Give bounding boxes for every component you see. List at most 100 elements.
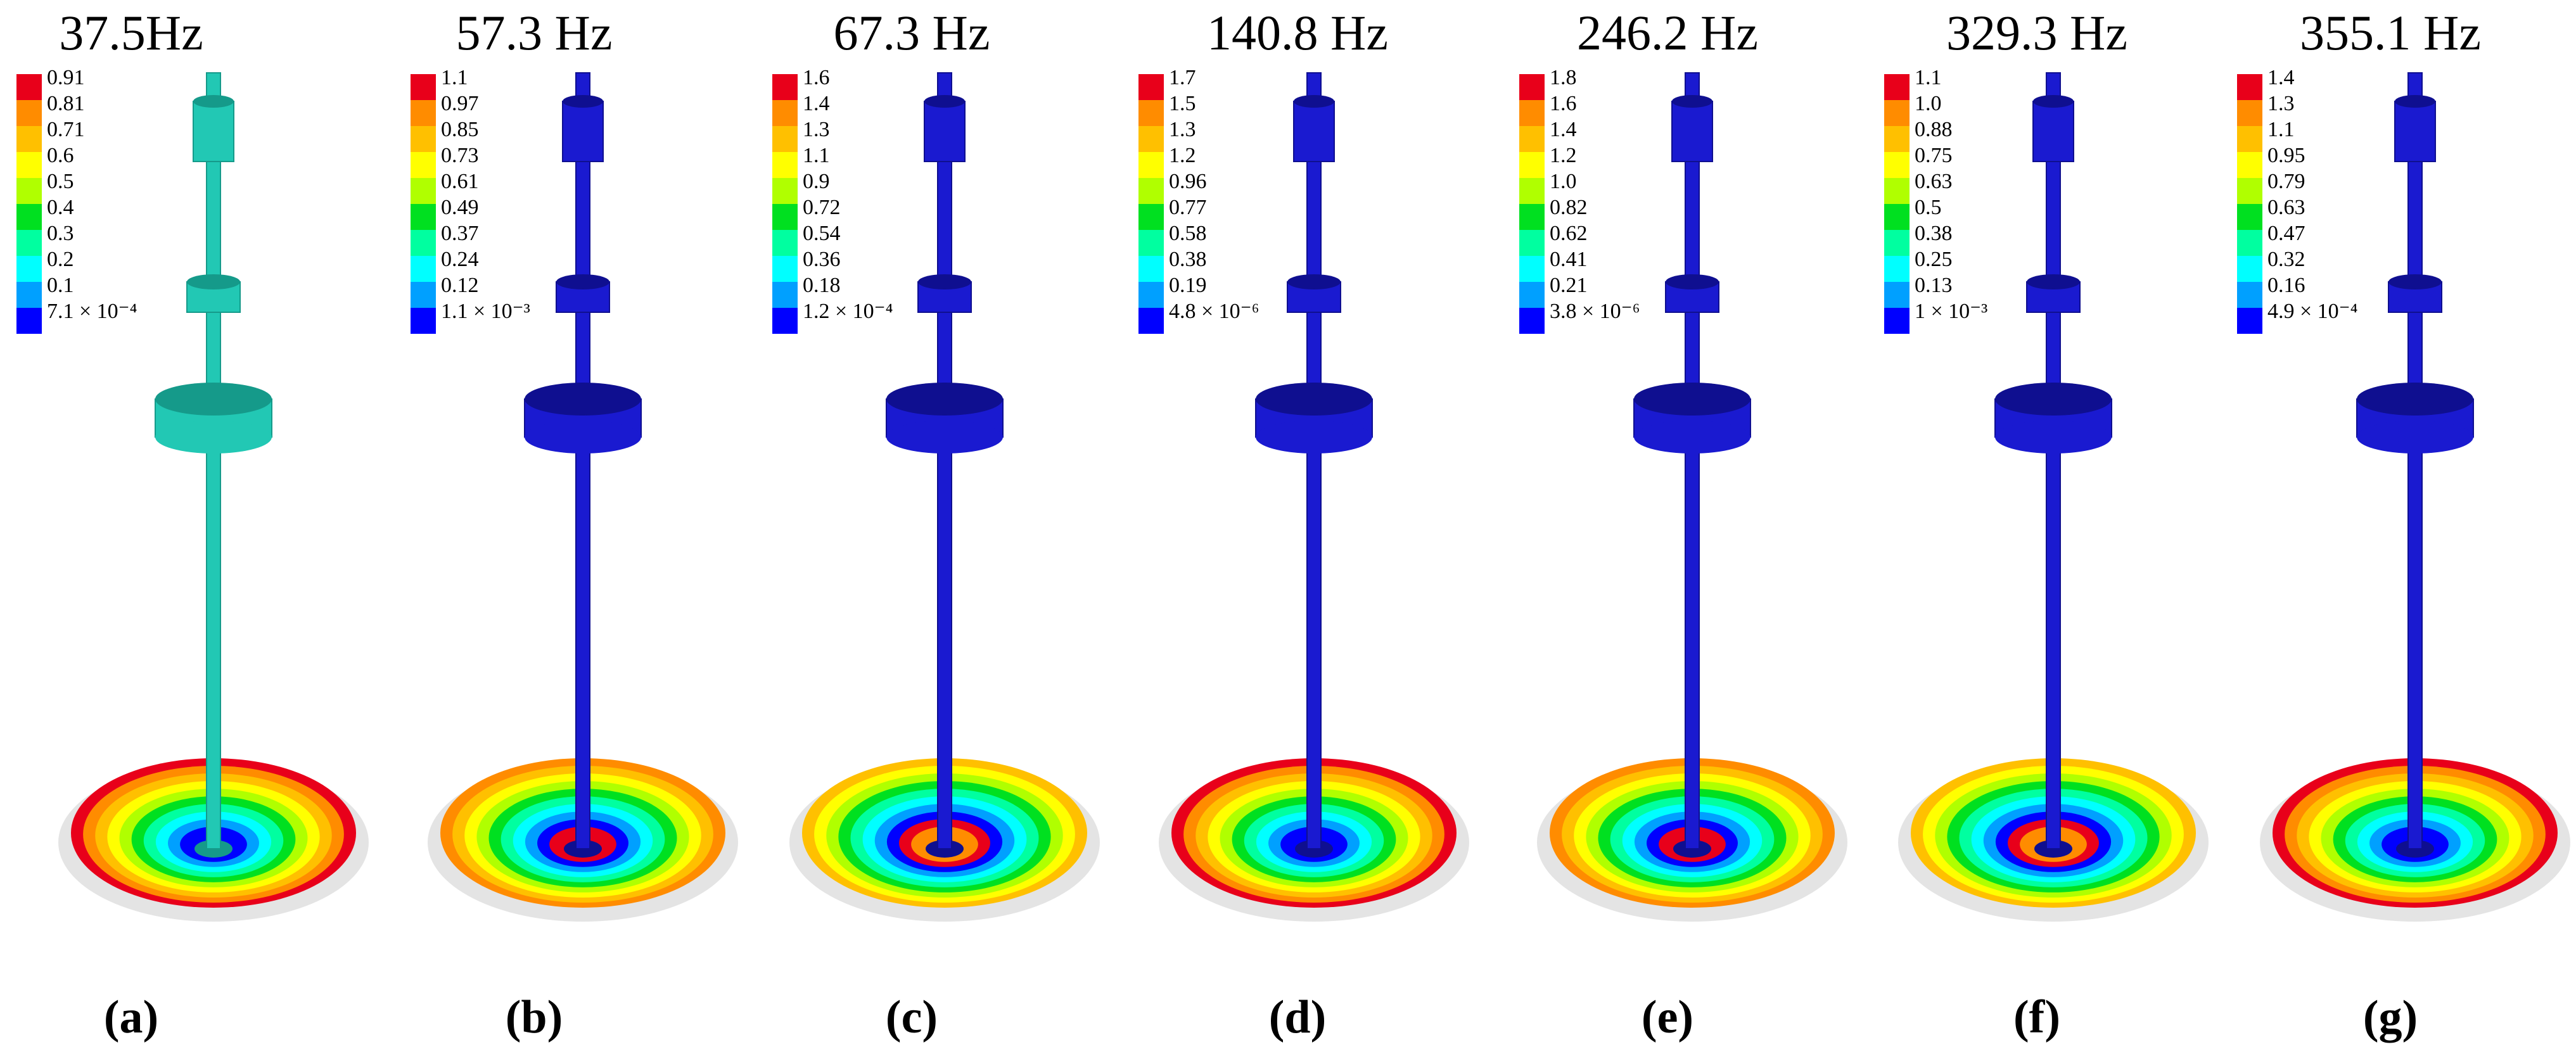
legend-label: 0.49	[441, 196, 479, 219]
legend-swatch	[411, 126, 436, 152]
legend-label: 1.1	[803, 144, 830, 167]
legend-label: 0.85	[441, 118, 479, 141]
legend-label: 0.5	[47, 170, 74, 193]
flange-top	[1995, 383, 2112, 416]
legend-swatch	[16, 230, 42, 256]
legend-label: 1.2	[1550, 144, 1577, 167]
legend-swatch	[16, 308, 42, 334]
legend-swatch	[1519, 282, 1545, 308]
legend-swatch	[772, 178, 798, 204]
legend-swatch	[1138, 126, 1164, 152]
legend-label: 0.75	[1915, 144, 1953, 167]
legend-label: 0.25	[1915, 248, 1953, 271]
legend-swatch	[1138, 282, 1164, 308]
legend-swatch	[772, 152, 798, 178]
legend-swatch	[772, 126, 798, 152]
legend-label: 0.2	[47, 248, 74, 271]
legend-swatch	[1138, 308, 1164, 334]
shaft	[2407, 72, 2423, 849]
shaft	[1685, 72, 1700, 849]
flange-bottom	[1634, 421, 1750, 454]
middle-hub-top	[2027, 274, 2080, 289]
legend-swatch	[411, 308, 436, 334]
legend-label: 0.41	[1550, 248, 1588, 271]
legend-swatch	[1138, 230, 1164, 256]
panel-caption: (g)	[2363, 991, 2418, 1043]
legend-swatch	[2237, 230, 2262, 256]
upper-hub	[1671, 101, 1713, 162]
legend-swatch	[411, 204, 436, 230]
legend-label: 0.5	[1915, 196, 1942, 219]
legend-label: 1.0	[1915, 92, 1942, 115]
shaft	[937, 72, 952, 849]
legend-label: 0.82	[1550, 196, 1588, 219]
panel-title: 329.3 Hz	[1946, 5, 2127, 60]
legend-label: 0.63	[1915, 170, 1953, 193]
legend-swatch	[772, 308, 798, 334]
legend-label: 0.6	[47, 144, 74, 167]
legend-label: 1.3	[1169, 118, 1196, 141]
legend-label: 0.73	[441, 144, 479, 167]
flange-top	[155, 383, 272, 416]
legend-label: 0.63	[2267, 196, 2305, 219]
upper-hub-top	[563, 95, 603, 108]
legend-swatch	[411, 74, 436, 100]
legend-swatch	[1884, 256, 1910, 282]
flange-top	[2357, 383, 2473, 416]
legend-swatch	[1884, 126, 1910, 152]
legend-swatch	[16, 204, 42, 230]
legend-label: 0.18	[803, 274, 841, 297]
panel: 246.2 Hz1.8 1.6 1.4 1.2 1.0 0.82 0.62 0.41 0.21 3…	[1519, 5, 1847, 1043]
legend-swatch	[1519, 178, 1545, 204]
legend-label: 1.1	[1915, 66, 1942, 89]
legend-label: 1.0	[1550, 170, 1577, 193]
legend-label: 0.38	[1915, 222, 1953, 245]
legend-swatch	[1884, 74, 1910, 100]
legend-swatch	[411, 100, 436, 126]
legend-label: 1.4	[2267, 66, 2295, 89]
legend-label: 0.21	[1550, 274, 1588, 297]
middle-hub-top	[187, 274, 240, 289]
upper-hub	[924, 101, 966, 162]
legend-swatch	[772, 204, 798, 230]
legend-swatch	[411, 178, 436, 204]
flange-bottom	[886, 421, 1003, 454]
legend-label: 0.72	[803, 196, 841, 219]
legend-label: 1 × 10⁻³	[1915, 300, 1987, 323]
panel-title: 57.3 Hz	[456, 5, 613, 60]
panel-caption: (c)	[886, 991, 938, 1043]
legend-swatch	[16, 74, 42, 100]
legend-swatch	[1519, 256, 1545, 282]
legend-swatch	[1884, 178, 1910, 204]
upper-hub-top	[924, 95, 965, 108]
legend-label: 0.4	[47, 196, 74, 219]
legend-swatch	[411, 152, 436, 178]
shaft	[575, 72, 590, 849]
legend-label: 0.38	[1169, 248, 1207, 271]
upper-hub	[2394, 101, 2436, 162]
legend-label: 0.19	[1169, 274, 1207, 297]
legend-label: 7.1 × 10⁻⁴	[47, 300, 137, 323]
legend-label: 0.58	[1169, 222, 1207, 245]
flange-top	[886, 383, 1003, 416]
legend-swatch	[2237, 308, 2262, 334]
panel-caption: (d)	[1269, 991, 1326, 1043]
legend-swatch	[1884, 282, 1910, 308]
legend-label: 3.8 × 10⁻⁶	[1550, 300, 1640, 323]
shaft	[206, 72, 221, 849]
legend-label: 0.77	[1169, 196, 1207, 219]
legend-label: 1.6	[1550, 92, 1577, 115]
legend-label: 4.8 × 10⁻⁶	[1169, 300, 1259, 323]
legend-swatch	[2237, 204, 2262, 230]
legend-label: 1.4	[803, 92, 830, 115]
legend-label: 0.88	[1915, 118, 1953, 141]
legend-label: 0.24	[441, 248, 479, 271]
legend-swatch	[1884, 100, 1910, 126]
legend-swatch	[772, 282, 798, 308]
legend-swatch	[2237, 282, 2262, 308]
legend-swatch	[1519, 204, 1545, 230]
legend-label: 1.1	[441, 66, 468, 89]
legend-label: 4.9 × 10⁻⁴	[2267, 300, 2357, 323]
flange-top	[525, 383, 641, 416]
